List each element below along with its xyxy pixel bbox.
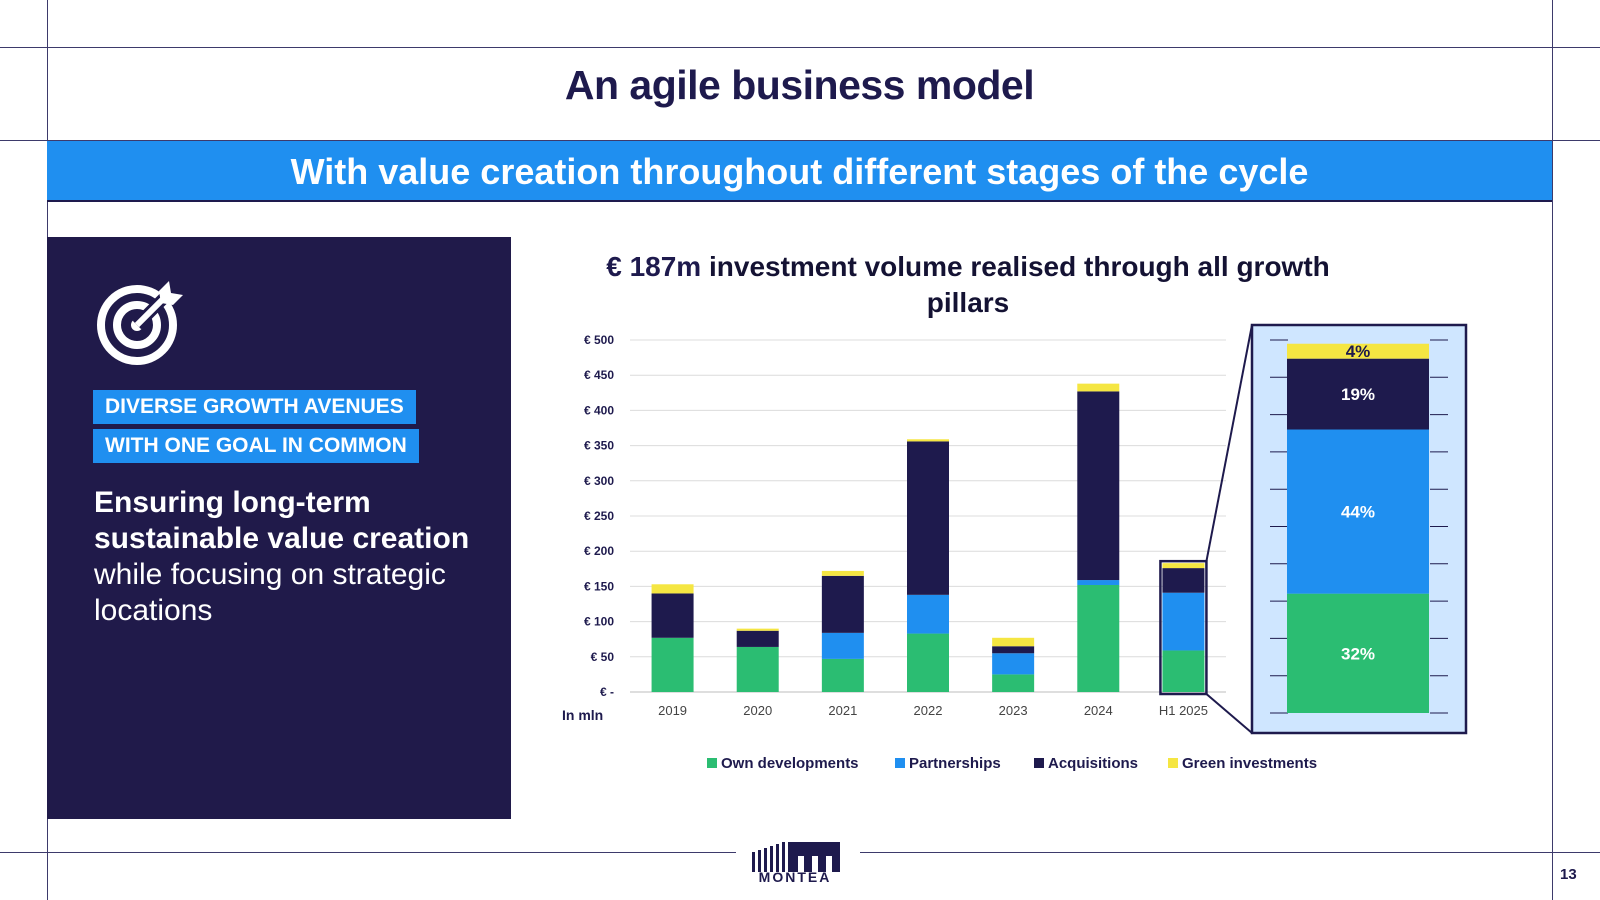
top-guide-line xyxy=(0,47,1600,48)
legend-label: Partnerships xyxy=(909,755,1001,772)
left-body-text: Ensuring long-term sustainable value cre… xyxy=(94,485,474,629)
zoom-bar-segment xyxy=(1287,358,1429,430)
zoom-percent-label: 4% xyxy=(1346,342,1371,361)
bar-segment xyxy=(1077,580,1120,585)
title-bottom-guide-line xyxy=(0,140,1600,141)
y-tick-label: € 100 xyxy=(584,615,614,629)
bar-segment xyxy=(651,593,694,638)
bar-segment xyxy=(651,637,694,692)
bar-segment xyxy=(821,575,864,633)
subtitle-text: With value creation throughout different… xyxy=(290,151,1309,192)
montea-logo-icon xyxy=(752,842,840,872)
y-tick-label: € 300 xyxy=(584,474,614,488)
y-tick-label: € 450 xyxy=(584,368,614,382)
bar-segment xyxy=(821,658,864,692)
target-arrow-icon xyxy=(97,281,183,365)
bar-segment xyxy=(821,632,864,659)
bar-segment xyxy=(992,646,1035,654)
zoom-bar-segment xyxy=(1287,593,1429,713)
footer-guide-line-left xyxy=(0,852,736,853)
x-tick-label: 2024 xyxy=(1084,703,1113,718)
bar-segment xyxy=(736,628,779,631)
zoom-percent-label: 19% xyxy=(1341,385,1375,404)
zoom-bar-segment xyxy=(1287,429,1429,594)
bar-segment xyxy=(1162,650,1205,692)
page-title: An agile business model xyxy=(564,62,1035,108)
x-tick-label: 2023 xyxy=(999,703,1028,718)
zoom-percent-label: 32% xyxy=(1341,644,1375,663)
page-number: 13 xyxy=(1560,866,1577,883)
tag-one-goal: WITH ONE GOAL IN COMMON xyxy=(93,429,419,463)
zoom-percent-label: 44% xyxy=(1341,503,1375,522)
left-info-panel: DIVERSE GROWTH AVENUES WITH ONE GOAL IN … xyxy=(47,237,511,819)
bar-segment xyxy=(1077,391,1120,581)
zoom-bar-segment xyxy=(1287,343,1429,359)
y-tick-label: € 50 xyxy=(591,650,615,664)
bar-segment xyxy=(907,441,949,595)
footer-guide-line-right xyxy=(860,852,1600,853)
legend-swatch xyxy=(1168,758,1178,768)
bar-segment xyxy=(1162,563,1205,569)
legend-label: Acquisitions xyxy=(1048,755,1138,772)
x-tick-label: 2020 xyxy=(743,703,772,718)
zoom-connector-bottom xyxy=(1205,693,1253,734)
bar-segment xyxy=(992,637,1035,647)
tag-diverse-growth: DIVERSE GROWTH AVENUES xyxy=(93,390,416,424)
highlight-box xyxy=(1159,559,1208,696)
chart-title-accent: € 187m xyxy=(606,251,702,282)
legend-label: Own developments xyxy=(721,755,859,772)
y-tick-label: € 400 xyxy=(584,403,614,417)
bar-segment xyxy=(651,584,694,594)
bar-segment xyxy=(907,633,949,692)
logo-text: MONTEA xyxy=(758,869,832,885)
y-tick-label: € 250 xyxy=(584,509,614,523)
x-tick-label: 2019 xyxy=(658,703,687,718)
bar-segment xyxy=(1162,568,1205,593)
left-body-bold: Ensuring long-term sustainable value cre… xyxy=(94,486,470,555)
x-tick-label: 2021 xyxy=(828,703,857,718)
zoom-connector-top xyxy=(1205,324,1253,562)
bar-segment xyxy=(821,570,864,576)
y-tick-label: € 500 xyxy=(584,333,614,347)
right-guide-line xyxy=(1552,0,1553,900)
bar-segment xyxy=(907,594,949,634)
legend-swatch xyxy=(707,758,717,768)
y-axis-unit-label: In mln xyxy=(562,707,603,723)
bar-segment xyxy=(1077,383,1120,392)
bar-segment xyxy=(1077,584,1120,692)
subtitle-banner: With value creation throughout different… xyxy=(47,141,1552,202)
y-tick-label: € 150 xyxy=(584,579,614,593)
legend-label: Green investments xyxy=(1182,755,1317,772)
bar-segment xyxy=(736,646,779,692)
chart-title-text: investment volume realised through all g… xyxy=(701,251,1330,318)
y-tick-label: € 350 xyxy=(584,439,614,453)
bar-segment xyxy=(992,674,1035,692)
bar-segment xyxy=(907,439,949,442)
y-tick-label: € 200 xyxy=(584,544,614,558)
bar-segment xyxy=(992,653,1035,675)
left-body-regular: while focusing on strategic locations xyxy=(94,558,446,627)
legend-swatch xyxy=(1034,758,1044,768)
bar-segment xyxy=(1162,592,1205,651)
chart-title: € 187m investment volume realised throug… xyxy=(568,249,1368,321)
bar-segment xyxy=(736,630,779,647)
x-tick-label: H1 2025 xyxy=(1159,703,1208,718)
legend-swatch xyxy=(895,758,905,768)
y-tick-label: € - xyxy=(600,685,614,699)
x-tick-label: 2022 xyxy=(914,703,943,718)
